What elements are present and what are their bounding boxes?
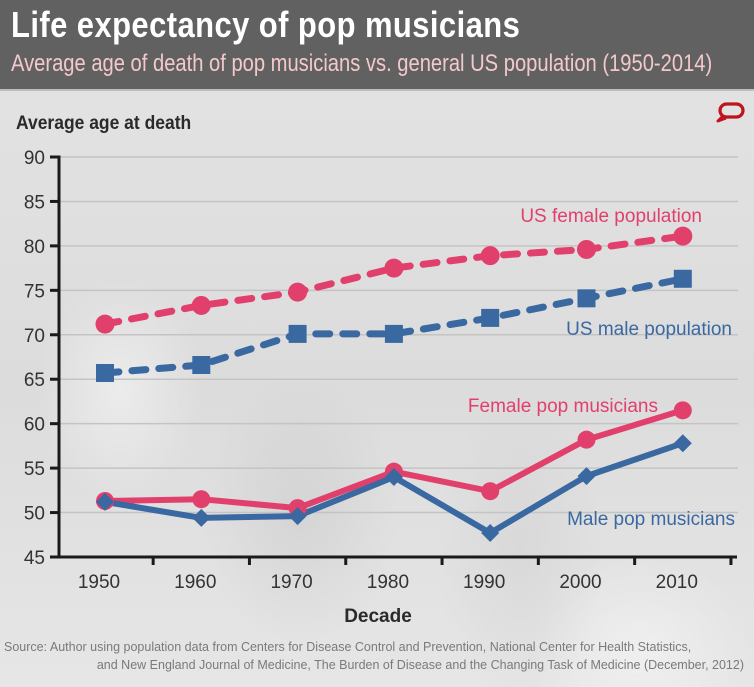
point-male-pop-musicians bbox=[577, 467, 596, 486]
point-male-pop-musicians bbox=[192, 508, 211, 527]
header-divider bbox=[0, 89, 754, 91]
x-axis-title: Decade bbox=[344, 606, 412, 627]
point-male-pop-musicians bbox=[96, 492, 114, 511]
point-us-male-population bbox=[96, 364, 114, 382]
y-tick-label: 55 bbox=[24, 459, 45, 480]
y-tick-label: 70 bbox=[24, 326, 45, 347]
y-axis-title: Average age at death bbox=[16, 113, 192, 134]
point-male-pop-musicians bbox=[481, 524, 500, 542]
point-male-pop-musicians bbox=[673, 434, 692, 453]
header-bar: Life expectancy of pop musicians Average… bbox=[0, 0, 754, 89]
point-us-female-population bbox=[480, 246, 500, 266]
chart-title: Life expectancy of pop musicians bbox=[11, 4, 521, 45]
point-male-pop-musicians bbox=[288, 507, 307, 526]
source-line-1: Source: Author using population data fro… bbox=[4, 640, 692, 654]
point-female-pop-musicians bbox=[192, 490, 211, 509]
point-us-male-population bbox=[577, 289, 596, 308]
x-tick-label: 1950 bbox=[78, 572, 120, 593]
point-male-pop-musicians bbox=[384, 468, 403, 486]
point-us-female-population bbox=[191, 295, 211, 315]
y-tick-label: 60 bbox=[24, 415, 45, 436]
series-line-us-female-population bbox=[101, 232, 687, 328]
chart-subtitle: Average age of death of pop musicians vs… bbox=[11, 50, 713, 77]
x-tick-label: 1960 bbox=[174, 572, 216, 593]
background-photo bbox=[0, 90, 754, 687]
label-female-pop-musicians: Female pop musicians bbox=[468, 396, 658, 417]
point-us-female-population bbox=[95, 314, 115, 334]
x-tick-label: 2000 bbox=[559, 572, 601, 593]
y-tick-label: 65 bbox=[24, 370, 45, 391]
point-us-male-population bbox=[288, 324, 307, 343]
y-tick-label: 85 bbox=[24, 192, 45, 213]
y-tick-label: 45 bbox=[24, 548, 45, 569]
label-us-female-population: US female population bbox=[520, 206, 702, 227]
point-us-male-population bbox=[192, 356, 211, 374]
y-tick-label: 80 bbox=[24, 237, 45, 258]
speech-bubble-icon bbox=[716, 102, 745, 123]
y-tick-label: 90 bbox=[24, 148, 45, 169]
x-tick-label: 1970 bbox=[270, 572, 312, 593]
point-us-female-population bbox=[577, 239, 596, 259]
source-line-2: and New England Journal of Medicine, The… bbox=[96, 658, 744, 672]
label-male-pop-musicians: Male pop musicians bbox=[567, 509, 735, 530]
point-us-female-population bbox=[384, 258, 404, 278]
x-tick-label: 1980 bbox=[367, 572, 409, 593]
point-us-male-population bbox=[673, 269, 692, 288]
point-us-male-population bbox=[384, 324, 403, 343]
point-us-female-population bbox=[288, 282, 308, 302]
x-tick-label: 1990 bbox=[463, 572, 505, 593]
point-us-female-population bbox=[673, 226, 693, 246]
x-tick-label: 2010 bbox=[656, 572, 698, 593]
label-us-male-population: US male population bbox=[566, 319, 732, 340]
y-tick-label: 50 bbox=[24, 504, 45, 525]
point-female-pop-musicians bbox=[577, 430, 596, 449]
series-line-female-pop-musicians bbox=[102, 407, 686, 512]
y-tick-label: 75 bbox=[24, 281, 45, 302]
point-female-pop-musicians bbox=[481, 482, 500, 501]
point-us-male-population bbox=[481, 308, 500, 327]
point-female-pop-musicians bbox=[673, 401, 692, 420]
